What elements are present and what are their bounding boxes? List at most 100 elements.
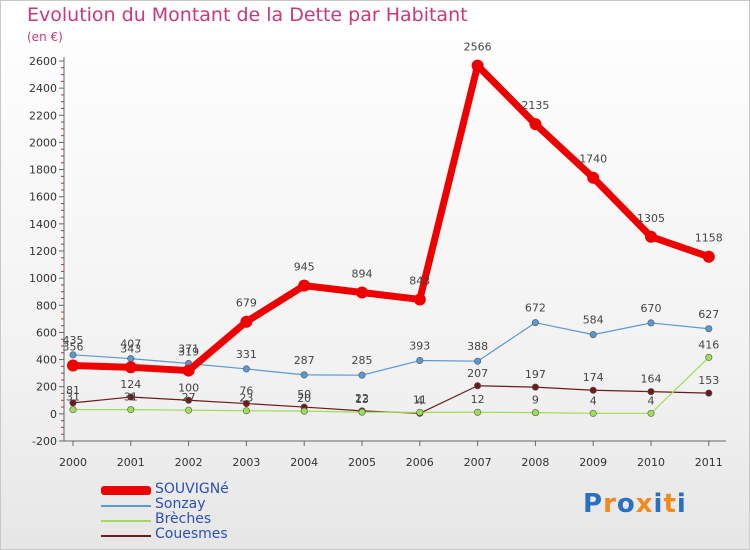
data-label-couesmes: 164 xyxy=(641,373,662,386)
logo-letter: r xyxy=(603,489,617,519)
y-tick-label: 1600 xyxy=(29,191,57,204)
data-point-breches xyxy=(531,409,539,417)
x-tick-label: 2001 xyxy=(117,456,145,469)
series-line-breches xyxy=(72,356,710,414)
data-label-breches: 12 xyxy=(471,393,485,406)
data-label-sonzay: 388 xyxy=(467,340,488,353)
y-tick-label: -200 xyxy=(32,435,57,448)
data-label-breches: 416 xyxy=(698,338,719,351)
logo-letter: P xyxy=(583,489,604,519)
x-tick-label: 2010 xyxy=(637,456,665,469)
logo-letter: i xyxy=(653,489,664,519)
data-label-sonzay: 287 xyxy=(294,354,315,367)
y-tick-label: 2200 xyxy=(29,109,57,122)
series-line-couesmes xyxy=(72,385,710,414)
legend-swatch-couesmes xyxy=(101,535,151,537)
y-tick-label: 400 xyxy=(36,354,57,367)
data-point-sonzay xyxy=(705,325,713,333)
data-point-sonzay xyxy=(531,319,539,327)
legend-label-souvigne: SOUVIGNé xyxy=(155,481,229,497)
x-tick-label: 2004 xyxy=(290,456,318,469)
data-label-souvigne: 1305 xyxy=(637,212,665,225)
data-label-breches: 23 xyxy=(239,392,253,405)
data-label-couesmes: 207 xyxy=(467,367,488,380)
data-label-couesmes: 174 xyxy=(583,371,604,384)
data-point-souvigne xyxy=(182,364,195,377)
legend-label-couesmes: Couesmes xyxy=(155,526,228,542)
data-label-souvigne: 356 xyxy=(63,341,84,354)
data-point-souvigne xyxy=(645,230,657,243)
data-point-breches xyxy=(127,406,135,414)
data-point-sonzay xyxy=(474,357,482,365)
data-label-souvigne: 343 xyxy=(120,342,141,355)
data-label-breches: 31 xyxy=(124,391,138,404)
data-label-sonzay: 393 xyxy=(409,340,430,353)
data-point-breches xyxy=(474,408,482,416)
x-tick-label: 2008 xyxy=(521,456,549,469)
data-point-couesmes xyxy=(474,382,482,390)
data-label-couesmes: 76 xyxy=(239,385,253,398)
legend-label-sonzay: Sonzay xyxy=(155,496,206,512)
legend-swatch-sonzay xyxy=(101,505,151,507)
data-point-sonzay xyxy=(300,371,308,379)
data-point-breches xyxy=(705,353,713,361)
data-label-couesmes: 197 xyxy=(525,368,546,381)
y-tick-label: 200 xyxy=(36,381,57,394)
data-label-breches: 27 xyxy=(182,391,196,404)
data-point-sonzay xyxy=(416,357,424,365)
y-tick-label: 800 xyxy=(36,299,57,312)
data-label-souvigne: 894 xyxy=(352,268,373,281)
x-tick-label: 2000 xyxy=(59,456,87,469)
data-label-sonzay: 627 xyxy=(698,308,719,321)
x-tick-label: 2005 xyxy=(348,456,376,469)
data-point-souvigne xyxy=(587,171,600,184)
data-point-souvigne xyxy=(298,279,311,292)
data-label-couesmes: 100 xyxy=(178,381,199,394)
data-label-souvigne: 843 xyxy=(409,274,430,287)
x-tick-label: 2007 xyxy=(464,456,492,469)
unit-label: (en €) xyxy=(27,30,63,44)
data-point-couesmes xyxy=(127,393,135,401)
data-label-couesmes: 4 xyxy=(416,394,423,407)
y-tick-label: 2400 xyxy=(29,82,57,95)
data-label-couesmes: 50 xyxy=(297,388,311,401)
data-point-souvigne xyxy=(471,59,484,72)
data-label-sonzay: 435 xyxy=(63,334,84,347)
logo-letter: o xyxy=(616,489,636,519)
proxiti-logo: Proxiti xyxy=(583,489,687,519)
data-label-souvigne: 319 xyxy=(178,346,199,359)
data-point-couesmes xyxy=(647,388,655,396)
data-label-breches: 20 xyxy=(297,392,311,405)
data-point-sonzay xyxy=(69,351,77,359)
data-point-couesmes xyxy=(705,389,713,397)
y-tick-label: 2000 xyxy=(29,136,57,149)
data-point-sonzay xyxy=(589,331,597,339)
data-label-sonzay: 285 xyxy=(352,354,373,367)
data-label-sonzay: 407 xyxy=(120,338,141,351)
data-label-sonzay: 331 xyxy=(236,348,257,361)
y-tick-label: 2600 xyxy=(29,55,57,68)
y-tick-label: 600 xyxy=(36,326,57,339)
legend-swatch-souvigne xyxy=(101,486,151,495)
data-label-breches: 9 xyxy=(532,394,539,407)
x-tick-label: 2003 xyxy=(232,456,260,469)
data-label-breches: 4 xyxy=(648,394,655,407)
y-tick-label: 1400 xyxy=(29,218,57,231)
data-point-couesmes xyxy=(242,400,250,408)
data-point-souvigne xyxy=(124,361,137,374)
data-point-sonzay xyxy=(127,355,135,363)
data-point-souvigne xyxy=(413,293,426,306)
data-point-breches xyxy=(185,406,193,414)
data-label-couesmes: 124 xyxy=(120,378,141,391)
data-label-couesmes: 81 xyxy=(66,384,80,397)
legend-label-breches: Brèches xyxy=(155,511,212,527)
data-point-breches xyxy=(589,409,597,417)
data-label-souvigne: 1740 xyxy=(579,153,607,166)
data-point-sonzay xyxy=(358,371,366,379)
data-point-souvigne xyxy=(356,286,368,299)
data-point-sonzay xyxy=(242,365,250,373)
data-label-sonzay: 371 xyxy=(178,343,199,356)
x-tick-label: 2002 xyxy=(175,456,203,469)
data-label-souvigne: 945 xyxy=(294,261,315,274)
